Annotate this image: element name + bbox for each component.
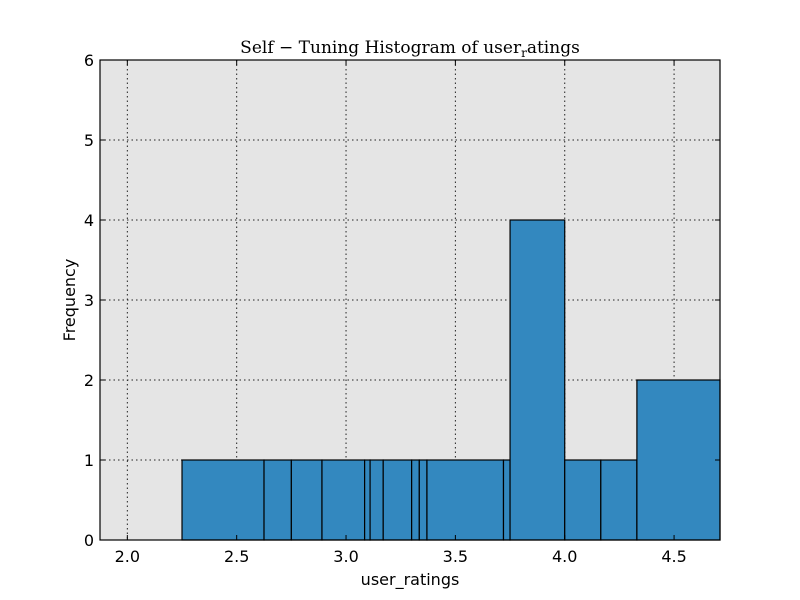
histogram-bar [181,459,265,541]
x-tick-label: 4.5 [661,547,686,566]
bars [181,219,721,541]
x-tick-label: 4.0 [552,547,577,566]
x-tick-label: 3.0 [333,547,358,566]
histogram-bar [502,459,511,541]
ticks [100,59,720,541]
y-tick-label: 1 [84,451,94,470]
y-tick-label: 2 [84,371,94,390]
y-tick-label: 0 [84,531,94,550]
histogram-bar [263,459,292,541]
y-axis-label: Frequency [60,259,79,342]
histogram-bar [321,459,366,541]
y-tick-label: 6 [84,51,94,70]
histogram-bar [290,459,323,541]
histogram-bar [509,219,566,541]
y-tick-label: 3 [84,291,94,310]
y-tick-labels: 0 1 2 3 4 5 6 [84,51,94,550]
y-tick-label: 4 [84,211,94,230]
histogram-bar [426,459,505,541]
histogram-bar [600,459,638,541]
histogram-bar [369,459,384,541]
histogram-bar [418,459,428,541]
x-tick-labels: 2.0 2.5 3.0 3.5 4.0 4.5 [115,547,687,566]
histogram-bar [636,379,721,541]
histogram-bar [564,459,602,541]
x-tick-label: 2.5 [224,547,249,566]
x-tick-label: 3.5 [443,547,468,566]
histogram-bar [411,459,420,541]
x-tick-label: 2.0 [115,547,140,566]
histogram-bar [364,459,371,541]
y-tick-label: 5 [84,131,94,150]
chart-title: Self − Tuning Histogram of userratings [240,38,580,60]
x-axis-label: user_ratings [361,570,460,590]
histogram-bar [382,459,413,541]
